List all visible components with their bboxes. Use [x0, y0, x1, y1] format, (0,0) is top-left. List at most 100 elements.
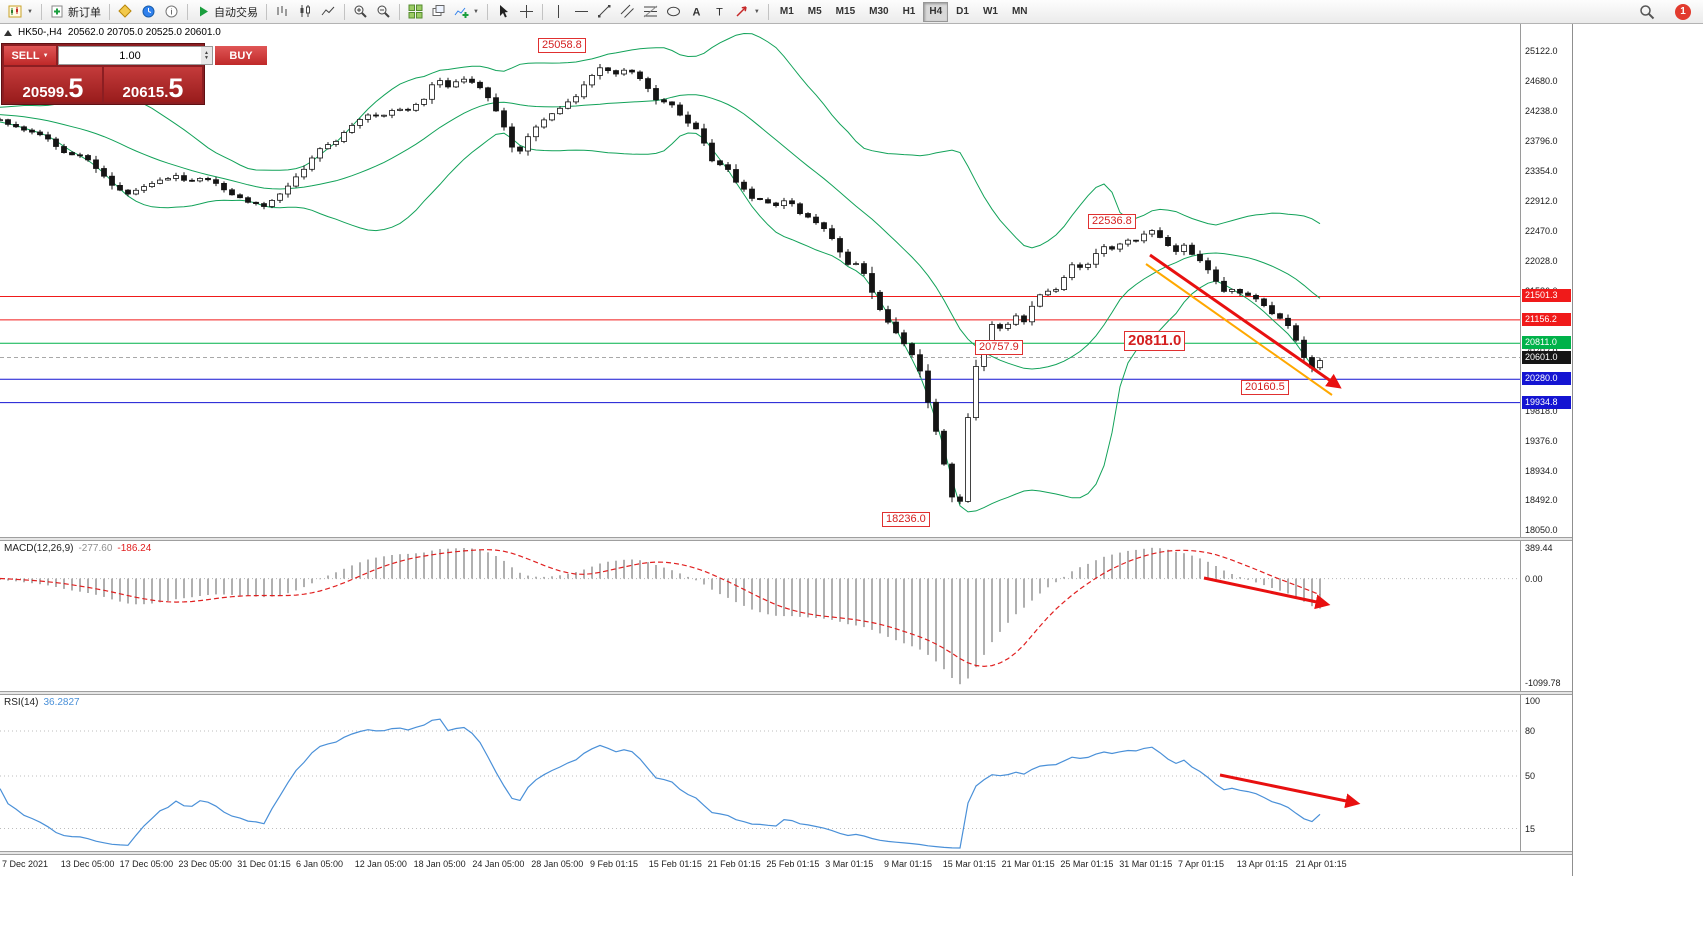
- horizontal-line-button[interactable]: [570, 1, 593, 23]
- timeframe-mn-button[interactable]: MN: [1011, 5, 1028, 17]
- metaeditor-button[interactable]: [114, 1, 137, 23]
- main-chart-pane[interactable]: HK50-,H4 20562.0 20705.0 20525.0 20601.0…: [0, 24, 1520, 537]
- candlestick-chart[interactable]: [0, 24, 1520, 537]
- search-button[interactable]: [1635, 1, 1659, 23]
- bollinger-middle: [0, 94, 1321, 370]
- time-axis-label: 9 Feb 01:15: [590, 859, 639, 869]
- vertical-line-button[interactable]: [547, 1, 570, 23]
- text-label-button[interactable]: T: [708, 1, 731, 23]
- time-axis-label: 31 Dec 01:15: [237, 859, 291, 869]
- tile-windows-button[interactable]: [404, 1, 427, 23]
- trend-arrow[interactable]: [1203, 576, 1331, 610]
- line-chart-button[interactable]: [317, 1, 340, 23]
- fibonacci-retracement-button[interactable]: [639, 1, 662, 23]
- timeframe-d1-button[interactable]: D1: [956, 5, 969, 17]
- trend-arrow[interactable]: [1149, 253, 1342, 389]
- timeframe-h1-button[interactable]: H1: [902, 5, 916, 17]
- bollinger-bands: [0, 32, 1321, 513]
- arrow-obj-icon: [736, 6, 747, 17]
- zoom-in-button[interactable]: [349, 1, 372, 23]
- zoom-out-icon: [377, 5, 390, 18]
- price-tick-label: 24238.0: [1525, 105, 1558, 116]
- rsi-indicator-label: RSI(14) 36.2827: [4, 697, 80, 708]
- text-t-icon: T: [716, 7, 723, 19]
- chart-window: HK50-,H4 20562.0 20705.0 20525.0 20601.0…: [0, 24, 1573, 876]
- timeframe-m1-button[interactable]: M1: [779, 5, 794, 17]
- notification-badge[interactable]: 1: [1675, 3, 1691, 20]
- price-annotation[interactable]: 20160.5: [1241, 380, 1289, 395]
- panel-splitter[interactable]: [0, 691, 1572, 695]
- shapes-button[interactable]: [662, 1, 685, 23]
- rsi-panel[interactable]: RSI(14) 36.2827: [0, 695, 1520, 851]
- data-window-button[interactable]: i: [160, 1, 183, 23]
- volume-stepper[interactable]: ▲ ▼: [201, 47, 212, 64]
- rsi-axis[interactable]: 100 80 50 15: [1520, 695, 1572, 851]
- trendline-button[interactable]: [593, 1, 616, 23]
- price-annotation[interactable]: 22536.8: [1088, 214, 1136, 229]
- time-axis[interactable]: 7 Dec 2021 13 Dec 05:00 17 Dec 05:00 23 Dec…: [0, 855, 1572, 876]
- time-axis-label: 15 Feb 01:15: [648, 859, 702, 869]
- crosshair-button[interactable]: [515, 1, 538, 23]
- zoom-out-button[interactable]: [372, 1, 395, 23]
- buy-button[interactable]: BUY: [215, 46, 267, 65]
- timeframe-w1-button[interactable]: W1: [982, 5, 998, 17]
- macd-chart[interactable]: [0, 541, 1520, 691]
- time-axis-label: 9 Mar 01:15: [884, 859, 933, 869]
- arrow-objects-button[interactable]: ▼: [731, 1, 764, 23]
- auto-arrange-button[interactable]: [427, 1, 450, 23]
- add-indicator-button[interactable]: ▼: [450, 1, 483, 23]
- text-a-icon: A: [692, 7, 700, 19]
- toolbar-separator: [186, 3, 188, 20]
- timeframe-m5-button[interactable]: M5: [807, 5, 822, 17]
- timeframe-m30-button[interactable]: M30: [869, 5, 889, 17]
- order-plus-icon: [51, 5, 63, 18]
- svg-text:A: A: [692, 7, 700, 19]
- rsi-axis-label: 15: [1525, 823, 1536, 834]
- candlestick-chart-button[interactable]: [294, 1, 317, 23]
- price-tag: 20811.0: [1522, 336, 1571, 350]
- equidistant-channel-button[interactable]: [616, 1, 639, 23]
- candles-icon: [300, 5, 310, 17]
- macd-axis[interactable]: 389.44 0.00 -1099.78: [1520, 541, 1572, 691]
- text-button[interactable]: A: [685, 1, 708, 23]
- price-tag: 21501.3: [1522, 289, 1571, 303]
- price-annotation[interactable]: 25058.8: [538, 38, 586, 53]
- autotrading-button[interactable]: 自动交易: [192, 1, 262, 23]
- volume-input[interactable]: [59, 47, 201, 64]
- price-annotation[interactable]: 20811.0: [1124, 331, 1186, 351]
- time-axis-label: 17 Dec 05:00: [119, 859, 174, 869]
- sell-options-caret-icon[interactable]: ▼: [42, 52, 49, 59]
- sell-price-display[interactable]: 20599. 5: [4, 67, 102, 102]
- rsi-chart[interactable]: [0, 695, 1520, 851]
- bars-chart-button[interactable]: [271, 1, 294, 23]
- price-annotation[interactable]: 18236.0: [882, 512, 930, 527]
- buy-price-display[interactable]: 20615. 5: [104, 67, 202, 102]
- horizontal-line-objects[interactable]: [0, 295, 1520, 404]
- time-axis-label: 6 Jan 05:00: [296, 859, 344, 869]
- one-click-collapse-icon[interactable]: [4, 29, 12, 36]
- toolbar-right: 1: [1635, 1, 1699, 23]
- new-chart-button[interactable]: ▼: [4, 1, 37, 23]
- macd-signal-line: [0, 549, 1321, 668]
- time-axis-label: 31 Mar 01:15: [1119, 859, 1173, 869]
- candlesticks[interactable]: [0, 64, 1323, 505]
- price-tick-label: 23796.0: [1525, 135, 1558, 146]
- new-order-button[interactable]: 新订单: [46, 1, 105, 23]
- price-annotation[interactable]: 20757.9: [975, 340, 1023, 355]
- timeframe-h4-button[interactable]: H4: [923, 1, 949, 22]
- svg-text:T: T: [716, 7, 723, 19]
- panel-splitter[interactable]: [0, 537, 1572, 541]
- panel-splitter[interactable]: [0, 851, 1572, 855]
- sell-button[interactable]: SELL ▼: [4, 46, 56, 65]
- price-axis[interactable]: 25122.0 24680.0 24238.0 23796.0 23354.0 22912…: [1520, 24, 1572, 537]
- timeframe-m15-button[interactable]: M15: [835, 5, 856, 17]
- macd-indicator-label: MACD(12,26,9) -277.60 -186.24: [4, 543, 151, 554]
- crosshair-icon: [519, 5, 533, 18]
- macd-name: MACD(12,26,9): [4, 543, 74, 554]
- cursor-button[interactable]: [492, 1, 515, 23]
- macd-panel[interactable]: MACD(12,26,9) -277.60 -186.24: [0, 541, 1520, 691]
- trend-arrow[interactable]: [1219, 773, 1361, 809]
- trend-arrow-companion[interactable]: [1145, 263, 1333, 396]
- market-watch-button[interactable]: [137, 1, 160, 23]
